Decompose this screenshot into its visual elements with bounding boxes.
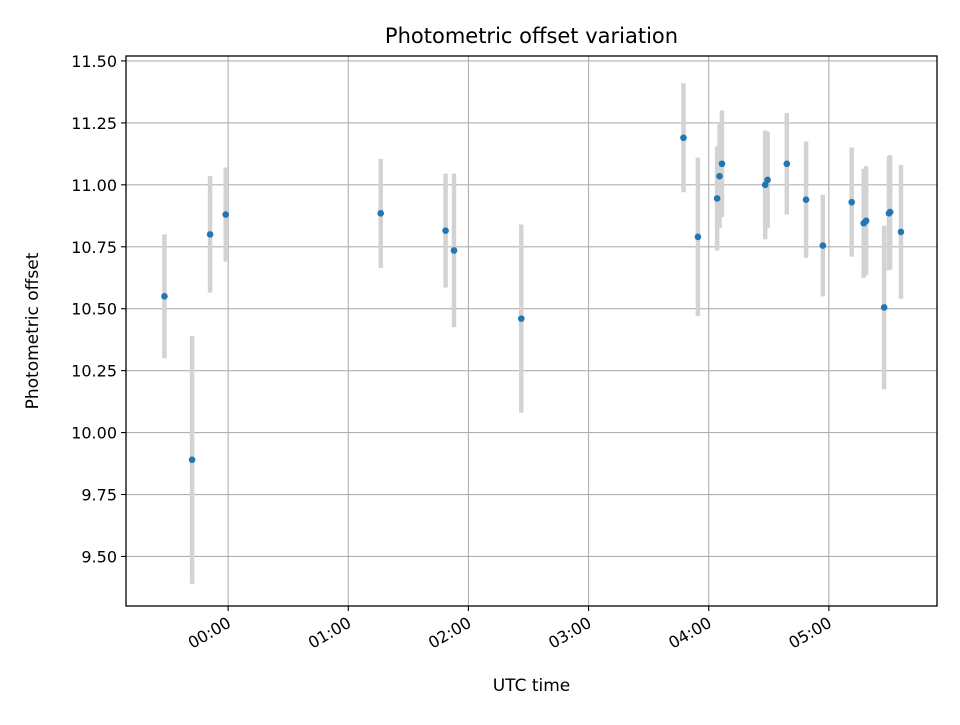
data-points (161, 134, 905, 464)
y-tick-label: 9.50 (81, 547, 117, 566)
data-point (880, 304, 888, 311)
x-axis-title: UTC time (493, 676, 571, 696)
data-point (206, 231, 214, 238)
data-point (188, 456, 196, 464)
data-point (862, 217, 870, 225)
y-axis-title: Photometric offset (23, 252, 43, 409)
data-point (222, 211, 230, 218)
data-point (819, 242, 827, 249)
x-tick-label: 01:00 (305, 613, 354, 653)
x-tick-label: 03:00 (545, 613, 594, 653)
y-tick-label: 11.50 (71, 52, 117, 71)
x-tick-label: 04:00 (665, 613, 714, 653)
y-tick-label: 10.25 (71, 362, 117, 381)
data-point (783, 160, 791, 168)
y-tick-label: 11.00 (71, 176, 117, 195)
y-tick-label: 9.75 (81, 486, 117, 505)
data-point (517, 315, 525, 322)
plot-frame (125, 55, 938, 607)
chart-title: Photometric offset variation (385, 24, 678, 48)
data-point (848, 198, 855, 206)
data-point (716, 172, 723, 180)
data-point (886, 208, 894, 216)
error-bars (162, 83, 904, 584)
data-point (897, 228, 905, 236)
y-tick-label: 11.25 (71, 114, 117, 133)
data-point (450, 247, 458, 254)
x-tick-label: 02:00 (425, 613, 474, 653)
data-point (718, 160, 726, 168)
y-tick-label: 10.50 (71, 300, 117, 319)
x-tick-label: 05:00 (785, 613, 834, 653)
data-point (680, 134, 687, 142)
y-tick-label: 10.00 (71, 424, 117, 443)
data-point (161, 293, 168, 300)
data-point (442, 227, 449, 234)
data-point (694, 233, 702, 241)
data-point (802, 196, 810, 203)
data-point (761, 181, 769, 189)
grid-lines (126, 56, 937, 606)
y-tick-label: 10.75 (71, 238, 117, 257)
data-point (377, 210, 385, 217)
data-point (764, 176, 771, 184)
data-point (713, 195, 721, 202)
x-tick-label: 00:00 (185, 613, 234, 653)
